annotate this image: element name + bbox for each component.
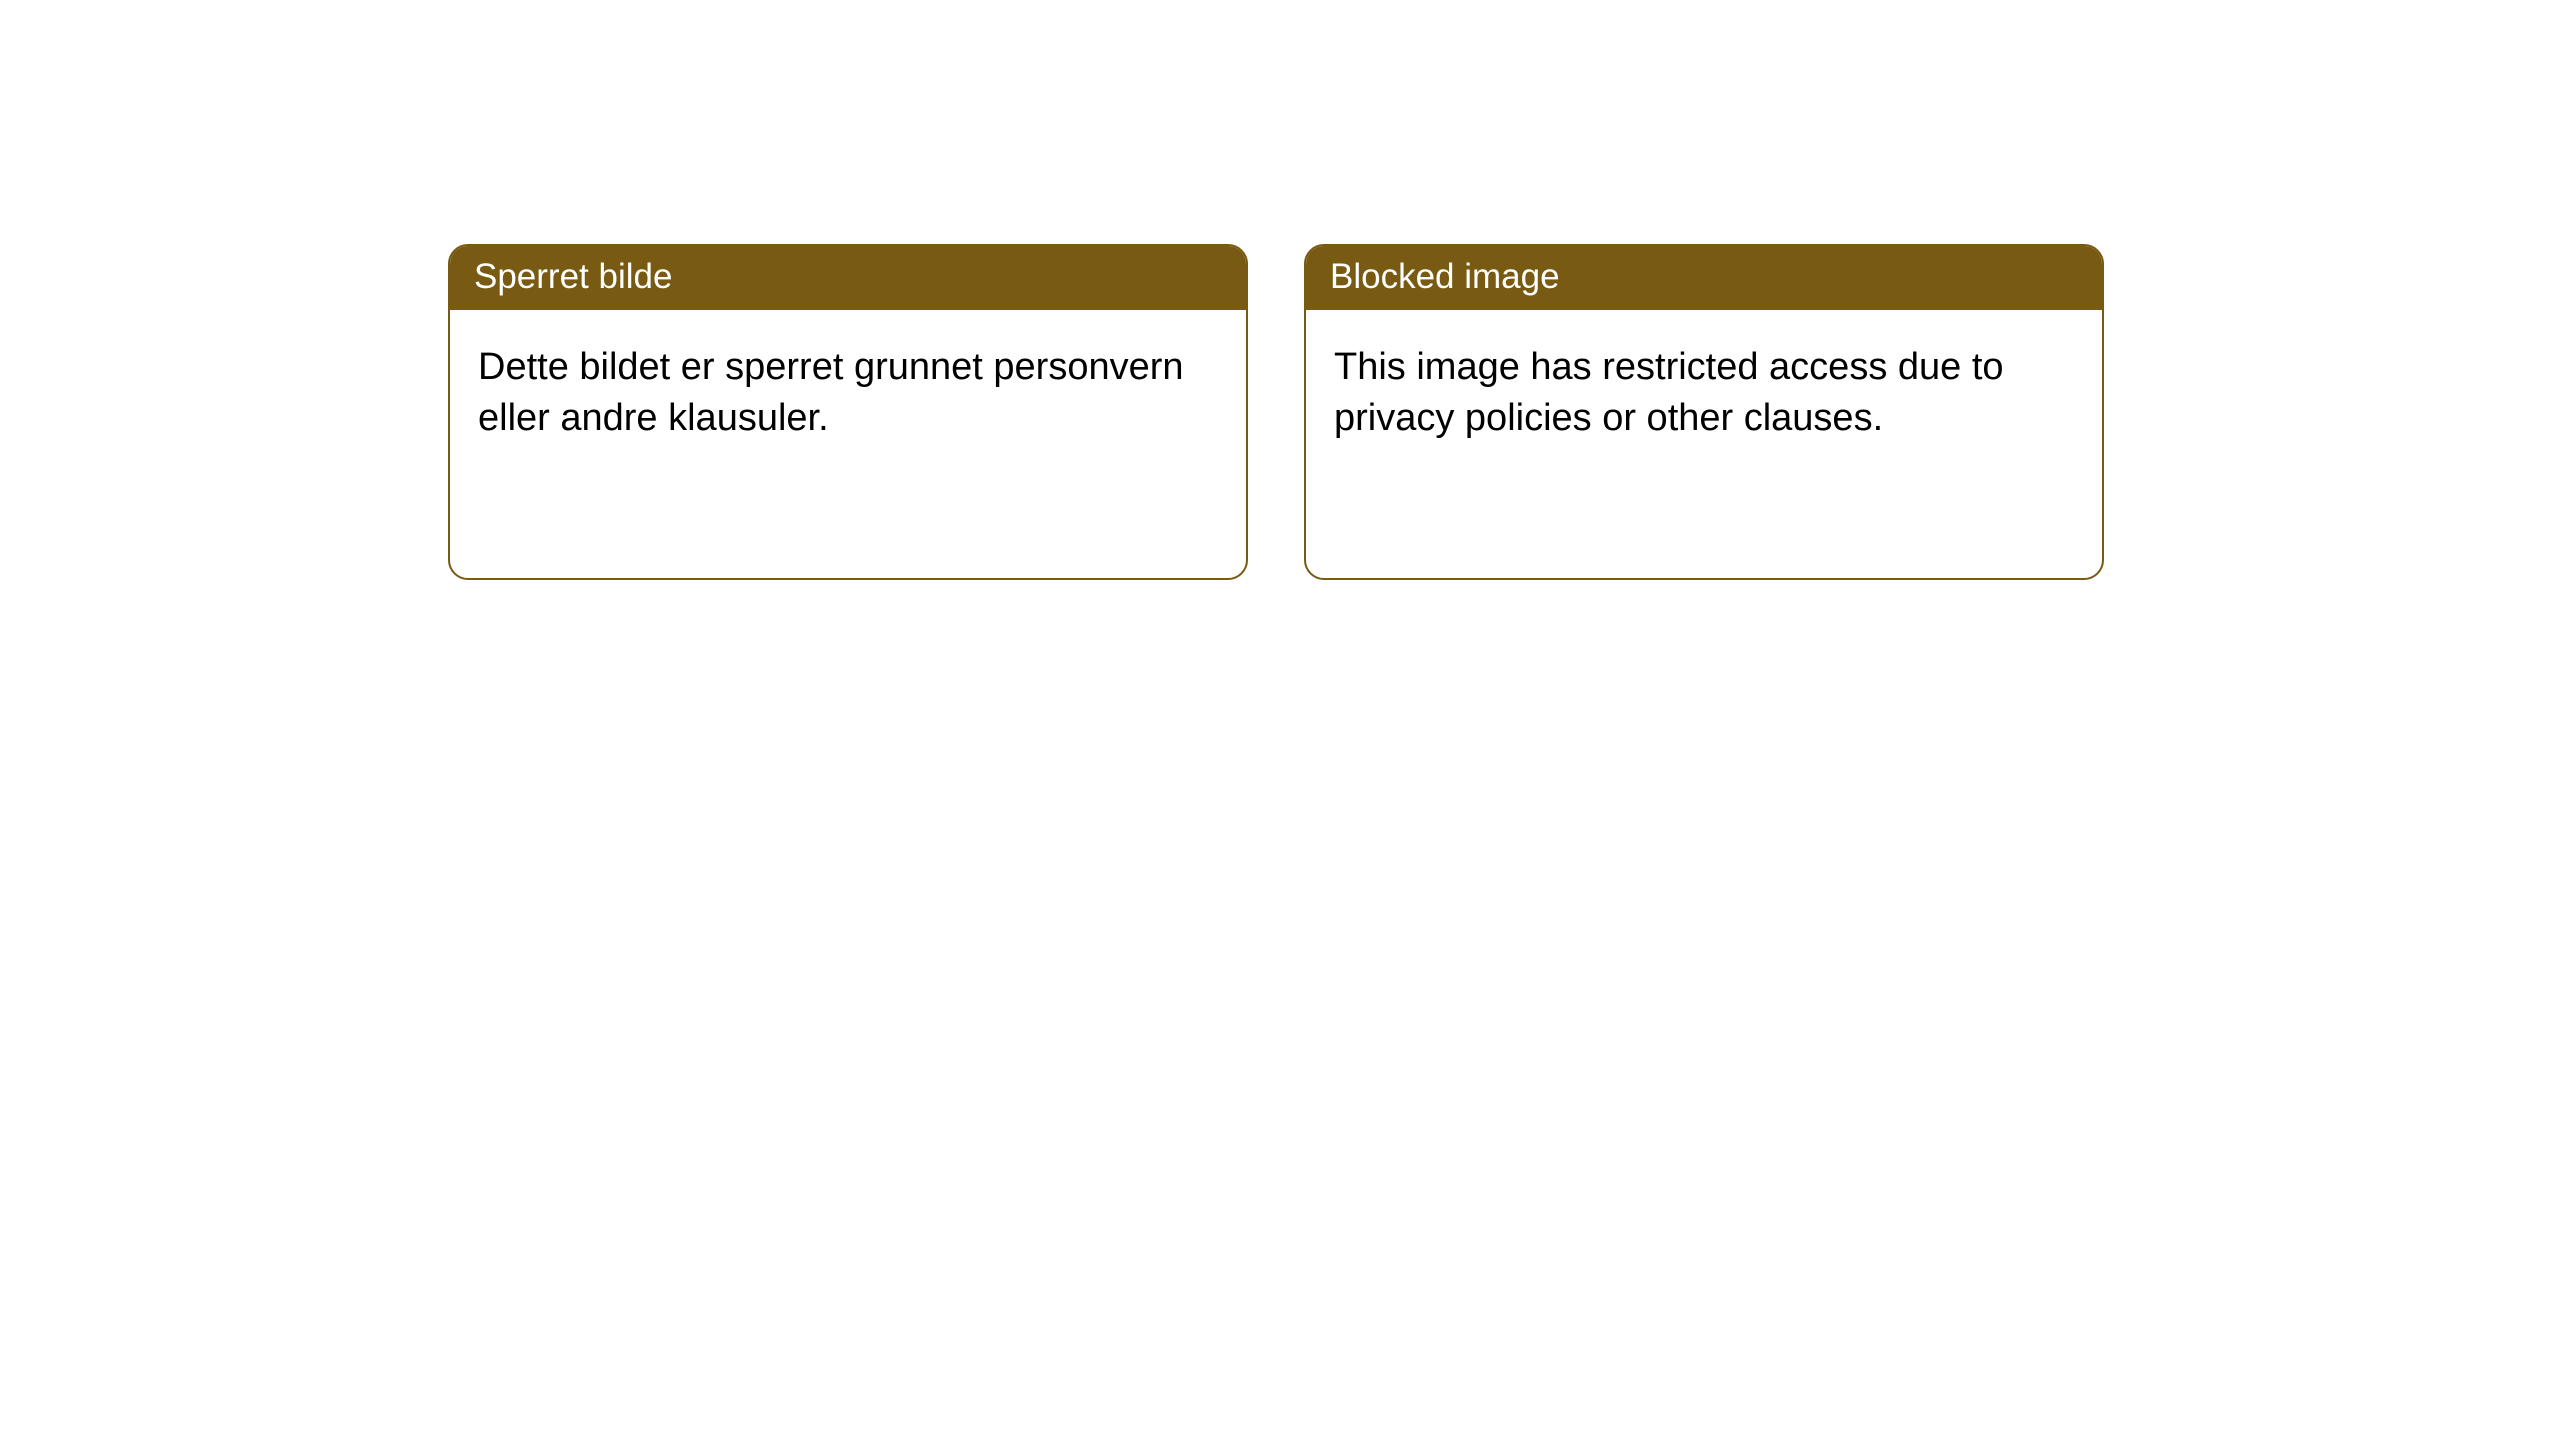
- card-header-no: Sperret bilde: [450, 246, 1246, 310]
- card-body-en: This image has restricted access due to …: [1306, 310, 2102, 477]
- notice-cards-container: Sperret bilde Dette bildet er sperret gr…: [448, 244, 2104, 580]
- card-header-en: Blocked image: [1306, 246, 2102, 310]
- blocked-image-card-no: Sperret bilde Dette bildet er sperret gr…: [448, 244, 1248, 580]
- card-body-no: Dette bildet er sperret grunnet personve…: [450, 310, 1246, 477]
- blocked-image-card-en: Blocked image This image has restricted …: [1304, 244, 2104, 580]
